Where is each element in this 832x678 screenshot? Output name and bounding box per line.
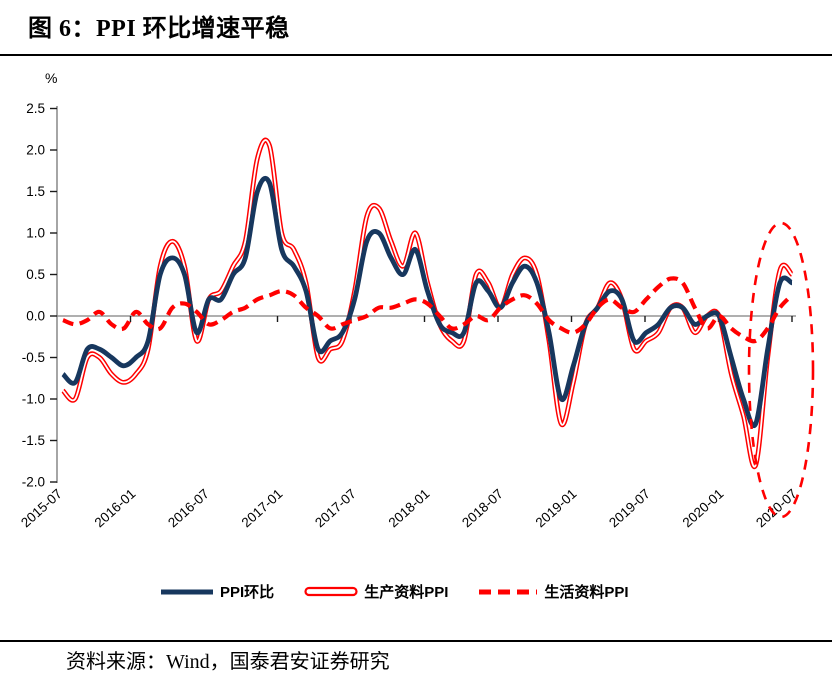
y-axis-tick-label: -1.5: [22, 433, 45, 448]
legend-marker-ppi-line-icon: [161, 589, 213, 594]
top-rule: [0, 54, 832, 56]
consumer-ppi-line: [62, 276, 794, 344]
y-axis-tick-label: 2.5: [26, 101, 45, 116]
bottom-rule: [0, 640, 832, 642]
legend-marker-producer-line-icon: [304, 586, 358, 596]
x-axis-tick-label: 2019-07: [606, 486, 653, 530]
x-axis-tick-label: 2020-01: [680, 486, 727, 530]
legend-item-consumer: 生活资料PPI: [478, 581, 629, 602]
y-axis-tick-label: 0.5: [26, 267, 45, 282]
y-axis-tick-label: -2.0: [22, 475, 45, 490]
chart-legend: PPI环比 生产资料PPI 生活资料PPI: [160, 581, 629, 602]
legend-item-producer: 生产资料PPI: [304, 581, 448, 602]
x-axis-tick-label: 2020-07: [753, 486, 800, 530]
y-axis-tick-label: 2.0: [26, 143, 45, 158]
ppi-mom-line: [61, 175, 794, 429]
x-axis-tick-label: 2016-07: [165, 486, 212, 530]
x-axis-tick-label: 2017-07: [312, 486, 359, 530]
y-axis-tick-label: 0.0: [26, 309, 45, 324]
y-axis-tick-label: -1.0: [22, 392, 45, 407]
x-axis-tick-label: 2015-07: [18, 486, 65, 530]
x-axis-tick-label: 2017-01: [239, 486, 286, 530]
figure-title: 图 6：PPI 环比增速平稳: [28, 16, 290, 42]
source-note: 资料来源：Wind，国泰君安证券研究: [66, 651, 390, 673]
legend-label-producer: 生产资料PPI: [364, 584, 449, 601]
y-axis-tick-label: 1.5: [26, 184, 45, 199]
x-axis-tick-label: 2018-01: [386, 486, 433, 530]
x-axis-tick-label: 2019-01: [533, 486, 580, 530]
x-axis-tick-label: 2018-07: [459, 486, 506, 530]
x-axis-tick-label: 2016-01: [92, 486, 139, 530]
y-axis-tick-label: 1.0: [26, 226, 45, 241]
y-axis-unit-label: %: [45, 70, 58, 86]
highlight-ellipse: [747, 221, 815, 519]
legend-label-consumer: 生活资料PPI: [544, 584, 629, 601]
legend-label-ppi: PPI环比: [220, 584, 275, 601]
legend-marker-consumer-line-icon: [479, 589, 538, 594]
y-axis-tick-label: -0.5: [22, 350, 45, 365]
legend-item-ppi: PPI环比: [160, 581, 274, 602]
